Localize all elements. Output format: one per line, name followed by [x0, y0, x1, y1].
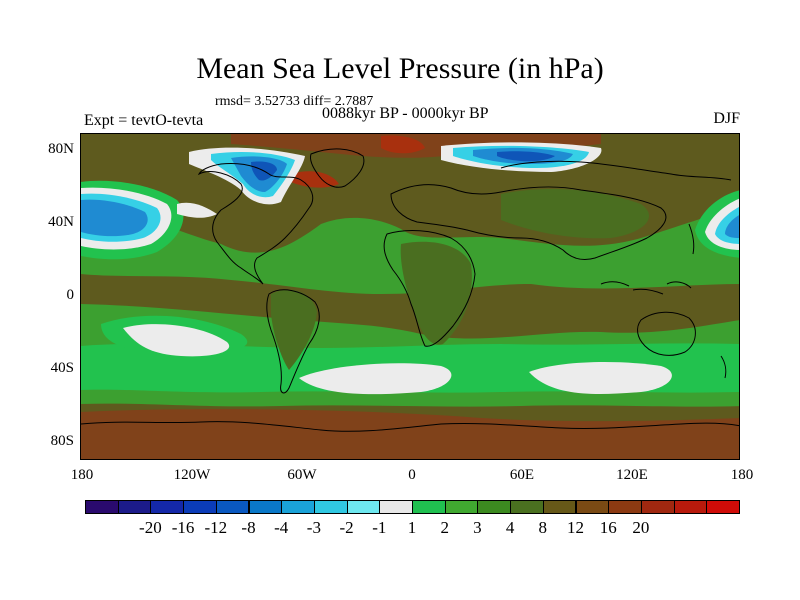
arctic-red	[381, 135, 425, 154]
colorbar-box	[379, 500, 413, 514]
colorbar-box	[183, 500, 217, 514]
colorbar-box	[673, 500, 708, 514]
y-tick-80s: 80S	[50, 433, 74, 449]
south-america-coast	[266, 289, 320, 394]
colorbar-label: 2	[440, 518, 449, 537]
eurasia-olive	[501, 189, 650, 239]
north-america-coast	[197, 163, 314, 285]
siberia-darkblue	[497, 151, 555, 162]
japan-coast	[688, 223, 695, 255]
np-blue	[81, 199, 148, 237]
map-plot	[80, 133, 740, 460]
africa-coast	[383, 230, 476, 347]
map-canvas	[81, 134, 739, 459]
colorbar-label: -12	[204, 518, 228, 537]
colorbar-box	[510, 500, 544, 514]
south-atlantic-white	[299, 363, 452, 395]
y-tick-0: 0	[66, 287, 75, 303]
x-tick-60w: 60W	[287, 467, 317, 483]
season-label: DJF	[713, 110, 740, 127]
x-tick-120e: 120E	[616, 467, 648, 483]
stats-text: rmsd= 3.52733 diff= 2.7887	[215, 94, 374, 109]
australia-coast	[637, 311, 696, 356]
colorbar-label: -2	[339, 518, 354, 537]
colorbar-box	[444, 500, 479, 514]
colorbar-label: 1	[407, 518, 417, 537]
europe-coast	[390, 184, 667, 261]
period-label: 0088kyr BP - 0000kyr BP	[322, 105, 489, 122]
np-east-blue	[725, 215, 739, 238]
y-tick-80n: 80N	[48, 141, 74, 157]
colorbar-box	[215, 500, 250, 514]
colorbar-label: 20	[632, 518, 650, 537]
colorbar-label: -8	[241, 518, 256, 537]
colorbar-box	[85, 500, 119, 514]
colorbar-box	[575, 500, 610, 514]
colorbar-label: -1	[372, 518, 387, 537]
southern-ocean-brown	[81, 409, 739, 459]
x-tick-60e: 60E	[509, 467, 535, 483]
colorbar-label: -16	[171, 518, 195, 537]
colorbar-label: -20	[139, 518, 162, 537]
asia-north-coast	[500, 160, 732, 181]
south-indian-white	[529, 362, 672, 394]
colorbar-box	[706, 500, 740, 514]
colorbar-box	[117, 500, 152, 514]
x-tick-0: 0	[408, 467, 416, 483]
colorbar-label: 3	[473, 518, 482, 537]
x-tick-180e: 180	[730, 467, 754, 483]
y-tick-40n: 40N	[48, 214, 74, 230]
colorbar-box	[313, 500, 348, 514]
colorbar-box	[608, 500, 642, 514]
colorbar-label: -3	[306, 518, 321, 537]
antarctica-coast	[81, 421, 739, 432]
colorbar-box	[412, 500, 446, 514]
coastlines	[81, 148, 739, 432]
south-pacific-white	[123, 324, 230, 357]
indonesia-coast	[600, 281, 692, 295]
colorbar-label: 16	[599, 518, 617, 537]
colorbar-box	[542, 500, 577, 514]
colorbar-box	[640, 500, 675, 514]
colorbar-box	[281, 500, 315, 514]
colorbar-label: 4	[505, 518, 515, 537]
np-white-tongue	[177, 202, 217, 218]
y-tick-40s: 40S	[50, 360, 74, 376]
colorbar-label: 8	[538, 518, 548, 537]
colorbar-box	[150, 500, 185, 514]
colorbar-box	[248, 500, 283, 514]
colorbar-label: 12	[567, 518, 584, 537]
sa-olive	[271, 289, 317, 370]
colorbar-box	[346, 500, 381, 514]
experiment-label: Expt = tevtO-tevta	[84, 112, 204, 129]
x-tick-180w: 180	[70, 467, 94, 483]
map-title: Mean Sea Level Pressure (in hPa)	[196, 52, 604, 85]
x-tick-120w: 120W	[173, 467, 211, 483]
colorbar-box	[477, 500, 512, 514]
greenland-coast	[310, 148, 365, 188]
africa-olive	[400, 241, 472, 345]
new-zealand-coast	[720, 355, 727, 379]
colorbar-label: -4	[274, 518, 289, 537]
